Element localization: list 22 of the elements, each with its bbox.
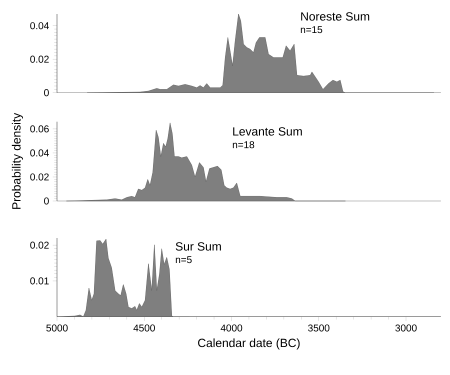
x-axis-title: Calendar date (BC) [198, 338, 300, 350]
chart-title: Noreste Sum [301, 12, 370, 21]
chart-title: Levante Sum [233, 127, 302, 136]
y-tick-label: 0.01 [30, 277, 49, 284]
x-tick-label: 3500 [308, 324, 330, 332]
y-tick-label: 0 [44, 89, 49, 96]
text: n=15 [300, 26, 322, 34]
y-tick-label: 0.04 [30, 149, 49, 156]
y-tick-label: 0.02 [30, 173, 49, 180]
y-tick-label: 0 [44, 197, 49, 205]
y-tick-label: 0.02 [30, 242, 49, 249]
text: n=5 [176, 256, 192, 264]
y-axis-title: Probability density [12, 112, 23, 209]
chart-title: Sur Sum [176, 242, 221, 251]
y-tick-label: 0.06 [30, 125, 49, 132]
x-tick-label: 3000 [395, 324, 417, 332]
text: n=18 [232, 141, 254, 148]
x-tick-label: 4000 [220, 324, 242, 332]
x-tick-label: 4500 [133, 324, 155, 332]
x-tick-label: 5000 [46, 324, 68, 332]
y-tick-label: 0.02 [30, 56, 49, 63]
y-tick-label: 0.04 [30, 22, 49, 30]
